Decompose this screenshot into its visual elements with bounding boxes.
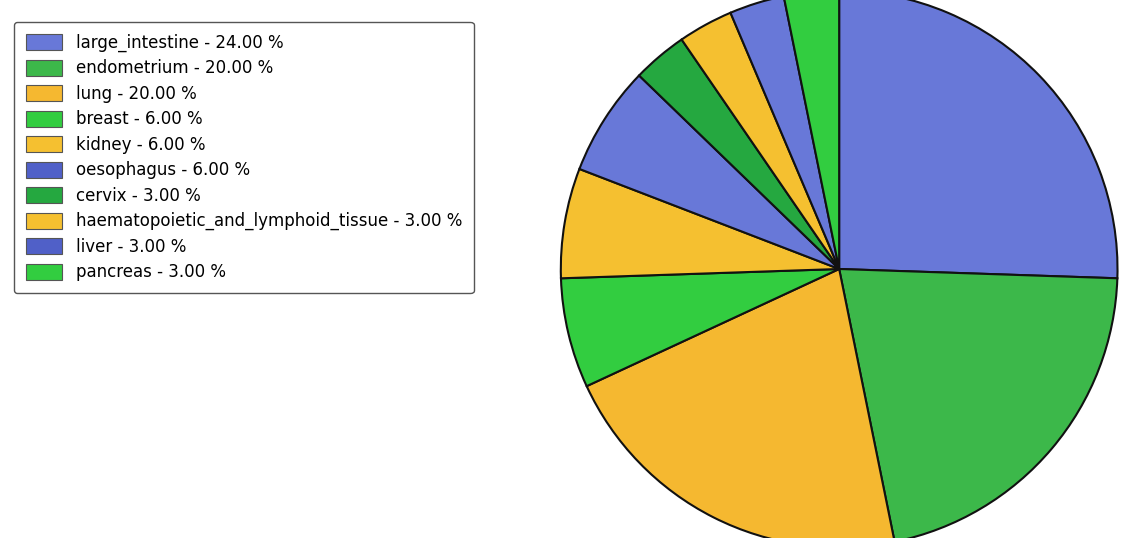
Legend: large_intestine - 24.00 %, endometrium - 20.00 %, lung - 20.00 %, breast - 6.00 : large_intestine - 24.00 %, endometrium -… — [14, 22, 474, 293]
Wedge shape — [839, 0, 1117, 278]
Wedge shape — [839, 269, 1117, 538]
Wedge shape — [561, 269, 839, 386]
Wedge shape — [682, 13, 839, 269]
Wedge shape — [784, 0, 839, 269]
Wedge shape — [640, 39, 839, 269]
Wedge shape — [730, 0, 839, 269]
Wedge shape — [561, 169, 839, 278]
Wedge shape — [586, 269, 895, 538]
Wedge shape — [579, 75, 839, 269]
